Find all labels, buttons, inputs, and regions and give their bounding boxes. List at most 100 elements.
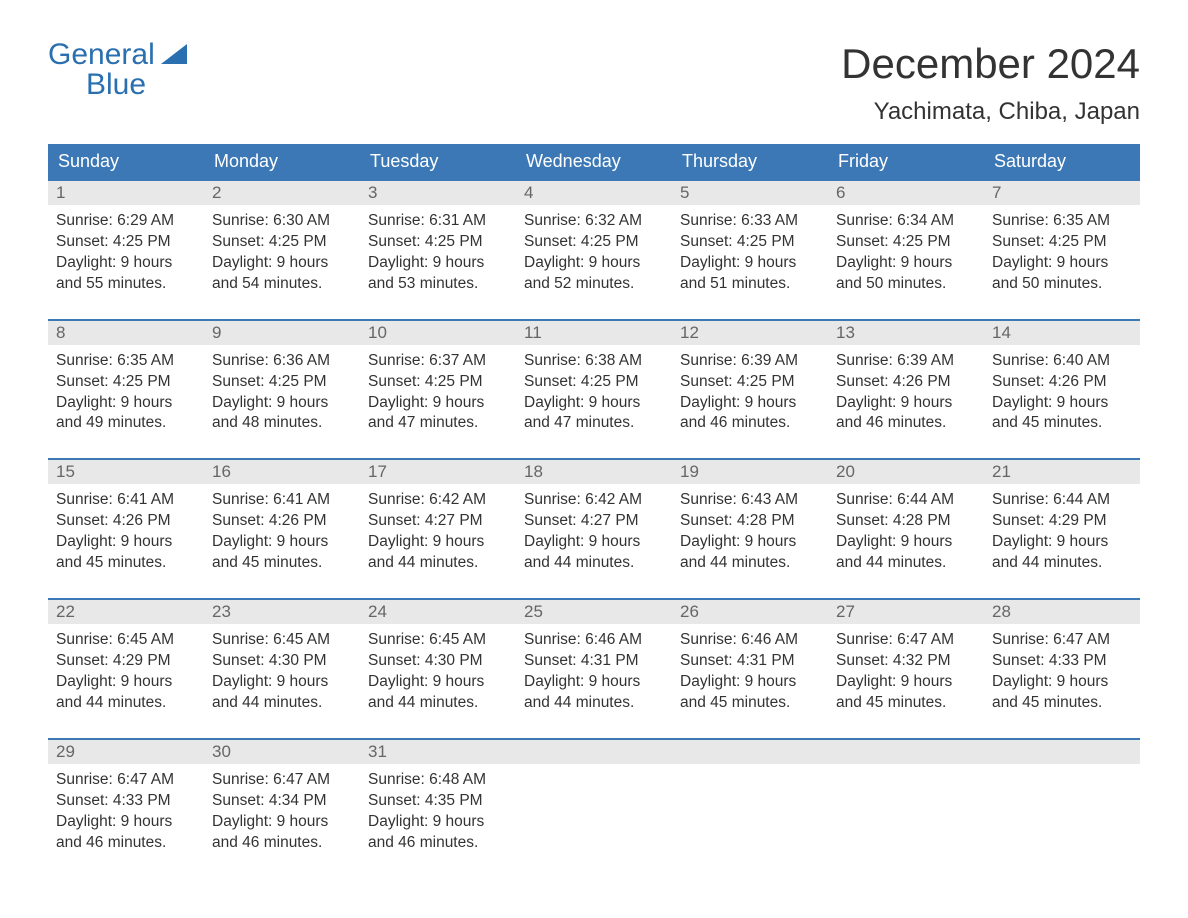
brand-line1: General [48, 40, 155, 70]
calendar: Sunday Monday Tuesday Wednesday Thursday… [48, 144, 1140, 857]
day-cell: Sunrise: 6:48 AMSunset: 4:35 PMDaylight:… [360, 764, 516, 858]
day-cell: Sunrise: 6:32 AMSunset: 4:25 PMDaylight:… [516, 205, 672, 299]
daylight-line-1: Daylight: 9 hours [212, 253, 352, 274]
sunrise-line: Sunrise: 6:45 AM [56, 630, 196, 651]
daylight-line-1: Daylight: 9 hours [212, 672, 352, 693]
sunset-line: Sunset: 4:25 PM [56, 232, 196, 253]
daylight-line-2: and 53 minutes. [368, 274, 508, 295]
daylight-line-2: and 50 minutes. [992, 274, 1132, 295]
day-number: 20 [828, 460, 984, 484]
daylight-line-2: and 44 minutes. [212, 693, 352, 714]
sunrise-line: Sunrise: 6:39 AM [680, 351, 820, 372]
day-cell: Sunrise: 6:34 AMSunset: 4:25 PMDaylight:… [828, 205, 984, 299]
day-number: 8 [48, 321, 204, 345]
sunset-line: Sunset: 4:27 PM [368, 511, 508, 532]
daylight-line-2: and 54 minutes. [212, 274, 352, 295]
daylight-line-1: Daylight: 9 hours [56, 672, 196, 693]
daylight-line-2: and 45 minutes. [992, 413, 1132, 434]
daylight-line-1: Daylight: 9 hours [212, 532, 352, 553]
sunset-line: Sunset: 4:25 PM [524, 372, 664, 393]
sunset-line: Sunset: 4:25 PM [212, 232, 352, 253]
day-number: 14 [984, 321, 1140, 345]
day-cell: Sunrise: 6:45 AMSunset: 4:30 PMDaylight:… [204, 624, 360, 718]
sunrise-line: Sunrise: 6:35 AM [56, 351, 196, 372]
sunset-line: Sunset: 4:35 PM [368, 791, 508, 812]
daylight-line-1: Daylight: 9 hours [524, 532, 664, 553]
daylight-line-2: and 45 minutes. [212, 553, 352, 574]
sunrise-line: Sunrise: 6:43 AM [680, 490, 820, 511]
daylight-line-2: and 46 minutes. [836, 413, 976, 434]
sunrise-line: Sunrise: 6:42 AM [368, 490, 508, 511]
day-number: 5 [672, 181, 828, 205]
day-cell: Sunrise: 6:29 AMSunset: 4:25 PMDaylight:… [48, 205, 204, 299]
day-number: 9 [204, 321, 360, 345]
data-row: Sunrise: 6:41 AMSunset: 4:26 PMDaylight:… [48, 484, 1140, 578]
day-cell: Sunrise: 6:39 AMSunset: 4:25 PMDaylight:… [672, 345, 828, 439]
sunrise-line: Sunrise: 6:41 AM [56, 490, 196, 511]
day-number: 15 [48, 460, 204, 484]
dow-header-row: Sunday Monday Tuesday Wednesday Thursday… [48, 144, 1140, 179]
sunset-line: Sunset: 4:26 PM [992, 372, 1132, 393]
day-number: 28 [984, 600, 1140, 624]
brand-line2: Blue [48, 70, 187, 100]
sunrise-line: Sunrise: 6:45 AM [368, 630, 508, 651]
sunset-line: Sunset: 4:25 PM [680, 232, 820, 253]
dow-thursday: Thursday [672, 144, 828, 179]
daylight-line-1: Daylight: 9 hours [836, 672, 976, 693]
daylight-line-1: Daylight: 9 hours [836, 393, 976, 414]
sunset-line: Sunset: 4:25 PM [368, 232, 508, 253]
day-number: 31 [360, 740, 516, 764]
location-label: Yachimata, Chiba, Japan [841, 98, 1140, 126]
sunrise-line: Sunrise: 6:41 AM [212, 490, 352, 511]
day-cell: Sunrise: 6:44 AMSunset: 4:28 PMDaylight:… [828, 484, 984, 578]
sunset-line: Sunset: 4:29 PM [56, 651, 196, 672]
day-cell [984, 764, 1140, 858]
daylight-line-1: Daylight: 9 hours [524, 253, 664, 274]
daylight-line-1: Daylight: 9 hours [212, 393, 352, 414]
sunrise-line: Sunrise: 6:30 AM [212, 211, 352, 232]
day-number: 19 [672, 460, 828, 484]
daylight-line-1: Daylight: 9 hours [524, 393, 664, 414]
day-cell: Sunrise: 6:47 AMSunset: 4:32 PMDaylight:… [828, 624, 984, 718]
sunset-line: Sunset: 4:25 PM [992, 232, 1132, 253]
sunset-line: Sunset: 4:27 PM [524, 511, 664, 532]
calendar-week: 22232425262728Sunrise: 6:45 AMSunset: 4:… [48, 598, 1140, 718]
daylight-line-2: and 46 minutes. [368, 833, 508, 854]
sunrise-line: Sunrise: 6:36 AM [212, 351, 352, 372]
day-cell: Sunrise: 6:46 AMSunset: 4:31 PMDaylight:… [672, 624, 828, 718]
day-cell: Sunrise: 6:42 AMSunset: 4:27 PMDaylight:… [516, 484, 672, 578]
sunset-line: Sunset: 4:25 PM [836, 232, 976, 253]
sunset-line: Sunset: 4:25 PM [524, 232, 664, 253]
daylight-line-1: Daylight: 9 hours [56, 393, 196, 414]
daylight-line-1: Daylight: 9 hours [680, 253, 820, 274]
day-cell: Sunrise: 6:46 AMSunset: 4:31 PMDaylight:… [516, 624, 672, 718]
brand-logo: General Blue [48, 40, 187, 100]
daylight-line-2: and 44 minutes. [368, 553, 508, 574]
calendar-week: 15161718192021Sunrise: 6:41 AMSunset: 4:… [48, 458, 1140, 578]
sunrise-line: Sunrise: 6:44 AM [992, 490, 1132, 511]
daylight-line-2: and 47 minutes. [368, 413, 508, 434]
day-cell: Sunrise: 6:45 AMSunset: 4:30 PMDaylight:… [360, 624, 516, 718]
day-number: 7 [984, 181, 1140, 205]
daylight-line-2: and 52 minutes. [524, 274, 664, 295]
sunset-line: Sunset: 4:25 PM [368, 372, 508, 393]
dow-wednesday: Wednesday [516, 144, 672, 179]
sunset-line: Sunset: 4:26 PM [56, 511, 196, 532]
daylight-line-2: and 55 minutes. [56, 274, 196, 295]
sunrise-line: Sunrise: 6:32 AM [524, 211, 664, 232]
day-number: 1 [48, 181, 204, 205]
sunset-line: Sunset: 4:26 PM [212, 511, 352, 532]
daynum-row: 293031 [48, 740, 1140, 764]
daylight-line-1: Daylight: 9 hours [368, 672, 508, 693]
day-number: 25 [516, 600, 672, 624]
dow-monday: Monday [204, 144, 360, 179]
day-cell: Sunrise: 6:47 AMSunset: 4:33 PMDaylight:… [48, 764, 204, 858]
daylight-line-2: and 46 minutes. [680, 413, 820, 434]
daylight-line-1: Daylight: 9 hours [680, 532, 820, 553]
daylight-line-2: and 44 minutes. [836, 553, 976, 574]
sunset-line: Sunset: 4:29 PM [992, 511, 1132, 532]
daynum-row: 15161718192021 [48, 460, 1140, 484]
daylight-line-1: Daylight: 9 hours [368, 253, 508, 274]
day-cell: Sunrise: 6:47 AMSunset: 4:34 PMDaylight:… [204, 764, 360, 858]
daylight-line-2: and 44 minutes. [524, 553, 664, 574]
